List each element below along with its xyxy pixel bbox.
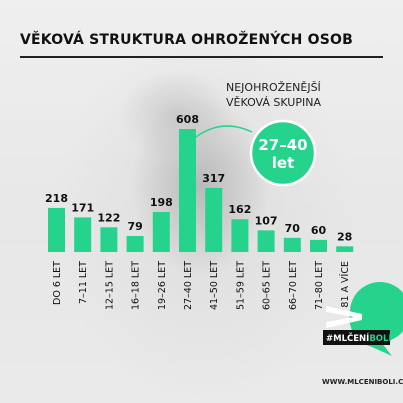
category-label: 16–18 LET bbox=[131, 261, 142, 310]
bar-value-label: 171 bbox=[71, 201, 94, 214]
category-label: 12–15 LET bbox=[104, 261, 115, 310]
bar-value-label: 218 bbox=[45, 192, 68, 205]
chevron-icon bbox=[326, 306, 362, 328]
bar bbox=[100, 227, 118, 252]
bar bbox=[126, 236, 144, 252]
bar bbox=[179, 129, 196, 252]
bar-value-label: 107 bbox=[255, 214, 278, 227]
bar bbox=[257, 230, 275, 252]
highlight-badge bbox=[249, 119, 317, 187]
bar-value-label: 70 bbox=[285, 222, 301, 235]
category-label: 66–70 LET bbox=[288, 261, 299, 310]
bar bbox=[48, 207, 65, 252]
bar-value-label: 162 bbox=[228, 203, 251, 216]
annotation-line1: NEJOHROŽENĚJŠÍ bbox=[226, 81, 321, 94]
category-label: 41–50 LET bbox=[209, 261, 220, 310]
category-label: 71–80 LET bbox=[314, 261, 325, 310]
bar-value-label: 122 bbox=[97, 211, 120, 224]
bar-value-label: 198 bbox=[150, 196, 173, 209]
category-label: 51–59 LET bbox=[235, 261, 246, 310]
category-label: DO 6 LET bbox=[52, 261, 63, 305]
badge-unit: let bbox=[272, 154, 295, 172]
bar-value-label: 317 bbox=[202, 172, 225, 185]
brand-logo: #MLČENÍBOLÍ bbox=[323, 282, 403, 356]
bar bbox=[283, 237, 301, 252]
bar-value-label: 60 bbox=[311, 224, 327, 237]
bar-value-label: 608 bbox=[176, 113, 199, 126]
hashtag-text: #MLČENÍBOLÍ bbox=[326, 332, 392, 344]
chart-title: VĚKOVÁ STRUKTURA OHROŽENÝCH OSOB bbox=[20, 32, 353, 48]
hashtag-band bbox=[323, 330, 390, 345]
title-rule bbox=[20, 56, 383, 58]
category-label: 27–40 LET bbox=[183, 261, 194, 310]
bar bbox=[336, 246, 354, 252]
bar bbox=[231, 219, 249, 252]
bar-value-label: 79 bbox=[127, 220, 142, 233]
badge-range: 27–40 bbox=[258, 136, 307, 154]
category-label: 19–26 LET bbox=[157, 261, 168, 310]
bar bbox=[74, 217, 92, 252]
website-url: WWW.MLCENIBOLI.CZ bbox=[322, 378, 403, 386]
annotation-line2: VĚKOVÁ SKUPINA bbox=[226, 96, 321, 109]
category-label: 7–11 LET bbox=[78, 261, 89, 304]
category-label: 81 A VÍCE bbox=[339, 261, 351, 308]
category-label: 60–65 LET bbox=[262, 261, 273, 310]
annotation-connector bbox=[195, 125, 253, 138]
bar bbox=[205, 187, 223, 252]
bar bbox=[310, 239, 327, 252]
bar bbox=[152, 211, 170, 252]
bar-value-label: 28 bbox=[337, 230, 352, 243]
